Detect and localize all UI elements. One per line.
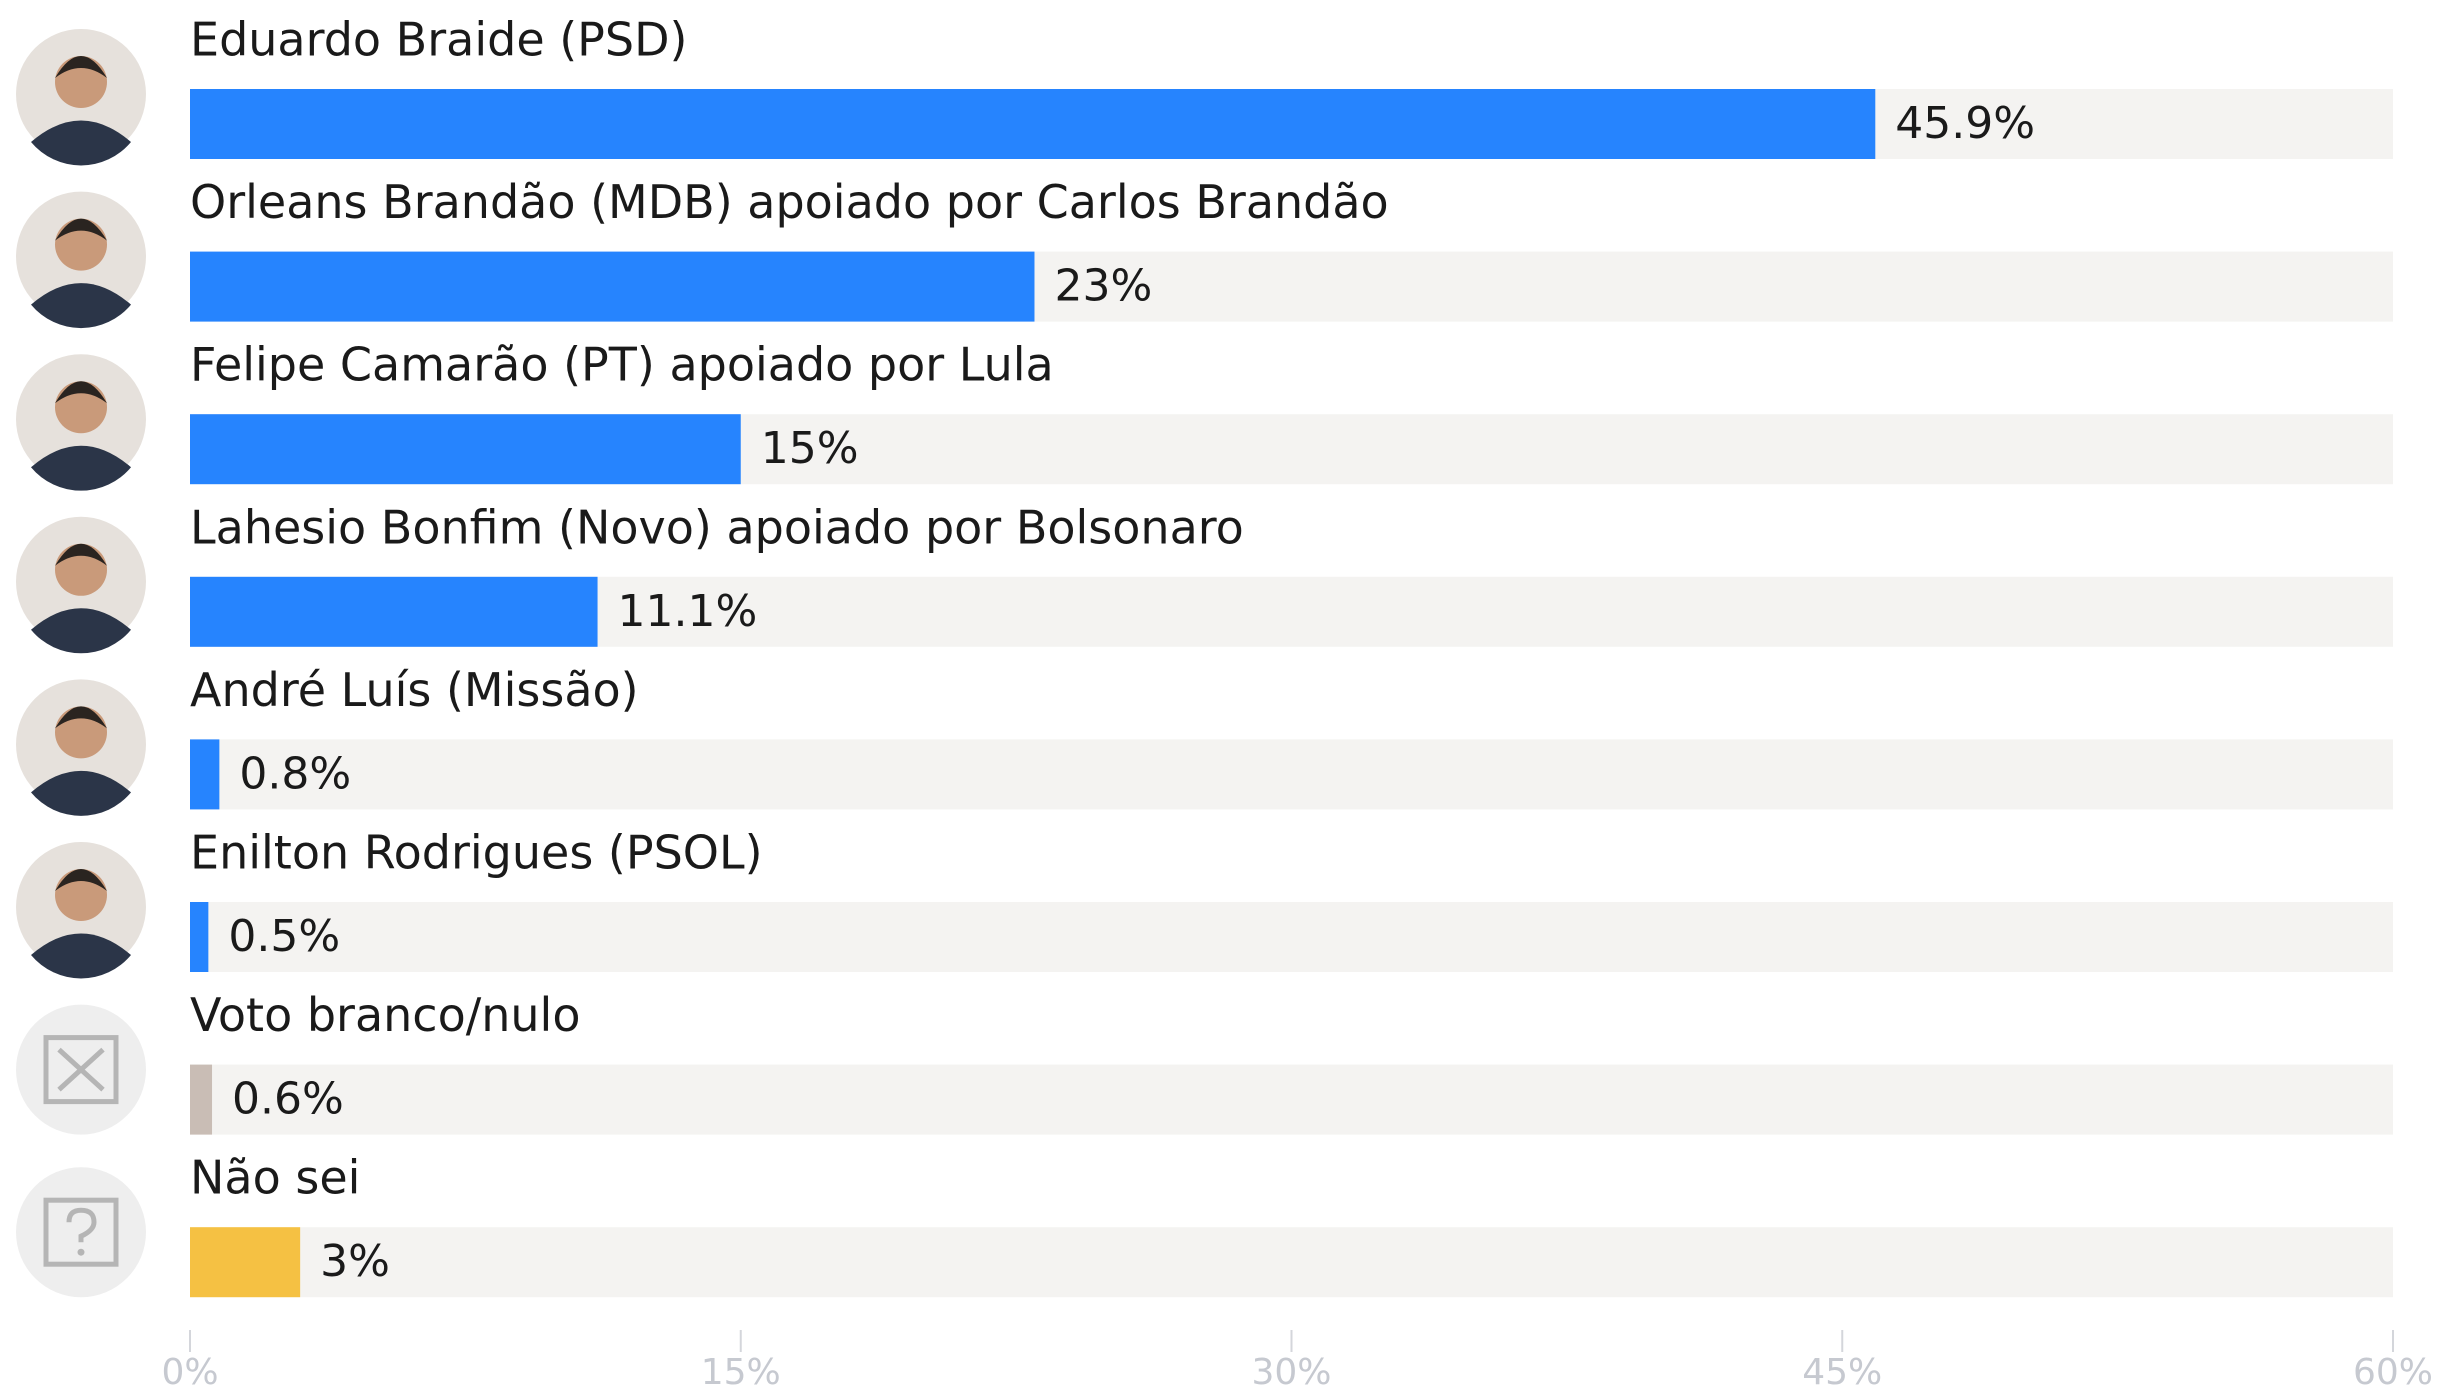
avatar-body <box>31 933 131 979</box>
avatar-circle <box>16 1167 146 1298</box>
avatar-hair <box>55 218 107 241</box>
x-tick-label: 30% <box>1251 1352 1331 1393</box>
category-label: André Luís (Missão) <box>190 663 639 717</box>
x-tick-label: 0% <box>161 1352 218 1393</box>
avatar-body <box>31 120 131 166</box>
category-label: Orleans Brandão (MDB) apoiado por Carlos… <box>190 175 1389 229</box>
bar <box>190 576 598 647</box>
x-tick-label: 15% <box>701 1352 781 1393</box>
bar-track <box>190 1227 2393 1298</box>
avatar <box>16 842 146 979</box>
avatar <box>16 1167 146 1298</box>
avatar <box>16 1004 146 1135</box>
category-label: Eduardo Braide (PSD) <box>190 13 688 67</box>
avatar <box>16 516 146 654</box>
value-label: 0.8% <box>239 748 351 799</box>
icon-x <box>57 1047 105 1092</box>
bar <box>190 89 1876 159</box>
bar <box>190 1227 301 1298</box>
value-label: 11.1% <box>618 586 758 637</box>
avatar-body <box>31 608 131 654</box>
category-label: Não sei <box>190 1151 360 1205</box>
bar <box>190 739 220 810</box>
value-label: 15% <box>761 423 859 474</box>
bar-track <box>190 739 2393 810</box>
avatar-hair <box>55 869 107 891</box>
bar-track <box>190 1064 2393 1135</box>
value-label: 0.6% <box>232 1074 344 1125</box>
bar-track <box>190 902 2393 972</box>
x-tick-label: 60% <box>2353 1352 2433 1393</box>
value-label: 45.9% <box>1895 98 2035 149</box>
avatar-body <box>31 283 131 329</box>
value-label: 3% <box>320 1236 390 1287</box>
avatar-hair <box>55 543 107 566</box>
avatar-hair <box>55 706 107 729</box>
value-label: 23% <box>1054 261 1152 312</box>
avatar <box>16 679 146 816</box>
avatar-hair <box>55 56 107 78</box>
icon-box <box>43 1035 119 1105</box>
avatar-body <box>31 445 131 491</box>
avatar <box>16 354 146 491</box>
category-label: Voto branco/nulo <box>190 988 580 1042</box>
category-label: Lahesio Bonfim (Novo) apoiado por Bolson… <box>190 500 1244 554</box>
icon-q <box>66 1207 97 1243</box>
x-tick-label: 45% <box>1802 1352 1882 1393</box>
bar <box>190 1064 213 1135</box>
avatar-hair <box>55 381 107 404</box>
icon-box <box>43 1197 119 1267</box>
category-label: Felipe Camarão (PT) apoiado por Lula <box>190 338 1054 392</box>
avatar-body <box>31 770 131 816</box>
avatar <box>16 191 146 329</box>
value-label: 0.5% <box>228 911 340 962</box>
icon-q-dot <box>77 1248 85 1256</box>
bar <box>190 902 209 972</box>
bar <box>190 251 1035 322</box>
category-label: Enilton Rodrigues (PSOL) <box>190 826 763 880</box>
avatar <box>16 29 146 166</box>
bar <box>190 414 741 485</box>
